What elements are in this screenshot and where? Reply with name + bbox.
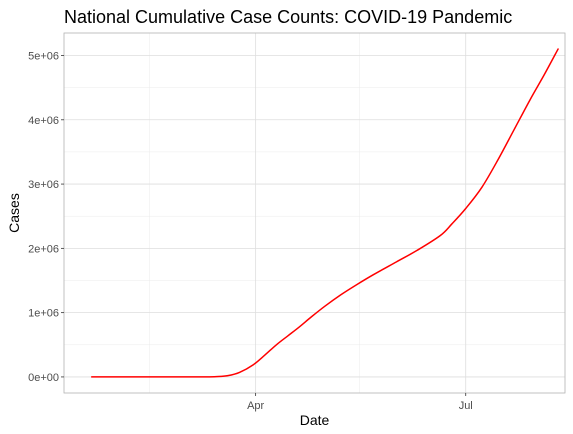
- axis-ticks: [61, 55, 467, 396]
- plot-panel: [64, 33, 565, 393]
- y-tick-label: 0e+00: [28, 372, 59, 384]
- x-tick-label: Apr: [247, 400, 264, 412]
- x-tick-labels: Apr Jul: [247, 400, 473, 412]
- x-tick-label: Jul: [459, 400, 473, 412]
- y-axis-title: Cases: [6, 193, 22, 233]
- series-layer: [90, 48, 559, 378]
- y-tick-label: 2e+06: [28, 243, 59, 255]
- y-tick-label: 5e+06: [28, 51, 59, 63]
- series-line-0: [90, 48, 559, 378]
- y-tick-label: 1e+06: [28, 308, 59, 320]
- y-tick-label: 3e+06: [28, 179, 59, 191]
- minor-grid: [64, 33, 565, 393]
- x-axis-title: Date: [300, 412, 330, 428]
- chart-title: National Cumulative Case Counts: COVID-1…: [64, 7, 512, 27]
- y-tick-labels: 0e+00 1e+06 2e+06 3e+06 4e+06 5e+06: [28, 51, 59, 384]
- plot-border: [63, 32, 566, 394]
- y-tick-label: 4e+06: [28, 115, 59, 127]
